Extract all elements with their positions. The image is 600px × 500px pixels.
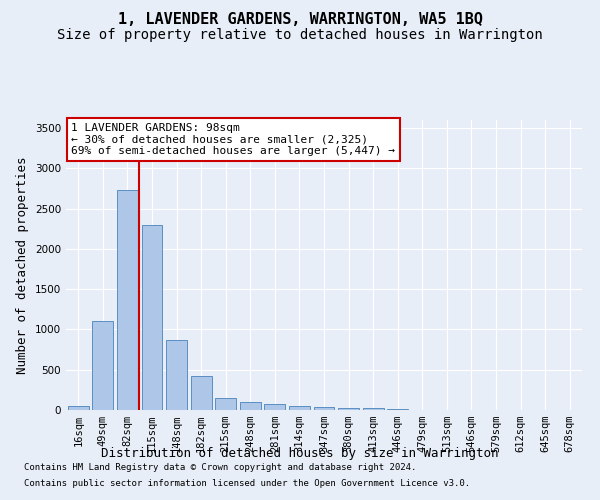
Bar <box>362 408 383 410</box>
Text: 1, LAVENDER GARDENS, WARRINGTON, WA5 1BQ: 1, LAVENDER GARDENS, WARRINGTON, WA5 1BQ <box>118 12 482 28</box>
Bar <box>338 408 359 410</box>
Text: Contains public sector information licensed under the Open Government Licence v3: Contains public sector information licen… <box>24 478 470 488</box>
Bar <box>240 402 261 410</box>
Bar <box>166 340 187 410</box>
Text: Size of property relative to detached houses in Warrington: Size of property relative to detached ho… <box>57 28 543 42</box>
Bar <box>314 407 334 410</box>
Text: Contains HM Land Registry data © Crown copyright and database right 2024.: Contains HM Land Registry data © Crown c… <box>24 464 416 472</box>
Bar <box>142 224 163 410</box>
Y-axis label: Number of detached properties: Number of detached properties <box>16 156 29 374</box>
Bar <box>191 376 212 410</box>
Bar <box>265 404 286 410</box>
Bar <box>68 406 89 410</box>
Text: 1 LAVENDER GARDENS: 98sqm
← 30% of detached houses are smaller (2,325)
69% of se: 1 LAVENDER GARDENS: 98sqm ← 30% of detac… <box>71 123 395 156</box>
Text: Distribution of detached houses by size in Warrington: Distribution of detached houses by size … <box>101 448 499 460</box>
Bar <box>215 398 236 410</box>
Bar <box>289 406 310 410</box>
Bar <box>117 190 138 410</box>
Bar <box>92 322 113 410</box>
